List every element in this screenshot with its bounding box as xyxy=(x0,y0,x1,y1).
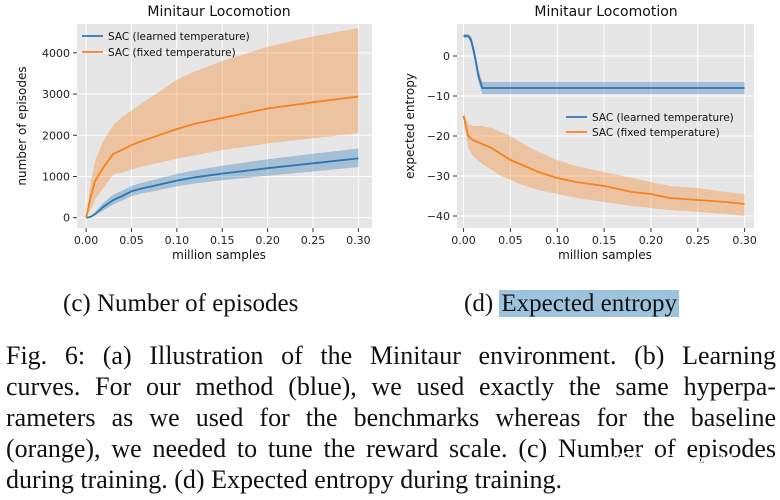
figure-caption: Fig. 6: (a) Illustration of the Minitaur… xyxy=(6,340,776,495)
series-lines xyxy=(462,35,745,205)
plot-area xyxy=(457,24,754,228)
y-tick-label: 0 xyxy=(63,212,70,225)
x-tick-label: 0.05 xyxy=(498,234,523,247)
caption-line: during training. (d) Expected entropy du… xyxy=(6,465,562,494)
x-tick-label: 0.15 xyxy=(592,234,617,247)
y-tick-label: −20 xyxy=(427,130,450,143)
legend-label-learned: SAC (learned temperature) xyxy=(592,112,734,124)
caption-line: rameters as we used for the benchmarks w… xyxy=(6,403,776,432)
x-axis-label: million samples xyxy=(172,248,266,262)
chart-title: Minitaur Locomotion xyxy=(147,4,290,20)
x-tick-label: 0.10 xyxy=(165,234,190,247)
legend: SAC (learned temperature) SAC (fixed tem… xyxy=(82,31,250,59)
y-tick-label: 2000 xyxy=(42,129,70,142)
y-tick-label: −40 xyxy=(427,210,450,223)
legend-label-learned: SAC (learned temperature) xyxy=(108,31,250,43)
y-tick-label: −30 xyxy=(427,170,450,183)
band-orange xyxy=(86,28,359,218)
x-ticks: 0.00 0.05 0.10 0.15 0.20 0.25 0.30 xyxy=(74,228,371,247)
y-axis-label: expected entropy xyxy=(403,73,417,179)
subcaption-c: (c) Number of episodes xyxy=(63,290,299,317)
x-tick-label: 0.10 xyxy=(545,234,570,247)
legend-label-fixed: SAC (fixed temperature) xyxy=(108,47,236,59)
y-ticks: 0 −10 −20 −30 −40 xyxy=(427,50,457,223)
chart-entropy: Minitaur Locomotion 0.00 0.05 0.10 0.15 0.20… xyxy=(403,4,757,262)
x-tick-label: 0.05 xyxy=(119,234,144,247)
x-axis-label: million samples xyxy=(558,248,652,262)
band-orange xyxy=(463,112,745,216)
y-tick-label: 4000 xyxy=(42,47,70,60)
gridlines xyxy=(77,24,372,228)
watermark: 知乎 @2ez4U xyxy=(612,450,744,472)
x-tick-label: 0.30 xyxy=(346,234,371,247)
subcaption-d-prefix: (d) xyxy=(464,290,500,317)
x-tick-label: 0.30 xyxy=(732,234,757,247)
x-tick-label: 0.00 xyxy=(451,234,476,247)
subcaption-d: (d) Expected entropy xyxy=(464,290,680,318)
x-ticks: 0.00 0.05 0.10 0.15 0.20 0.25 0.30 xyxy=(451,228,757,247)
caption-line: Fig. 6: (a) Illustration of the Minitaur… xyxy=(6,341,776,370)
x-tick-label: 0.20 xyxy=(255,234,280,247)
y-tick-label: 3000 xyxy=(42,88,70,101)
x-tick-label: 0.25 xyxy=(686,234,711,247)
caption-line: curves. For our method (blue), we used e… xyxy=(6,372,776,401)
x-tick-label: 0.25 xyxy=(301,234,326,247)
y-ticks: 0 1000 2000 3000 4000 xyxy=(42,47,77,225)
series-line-blue xyxy=(463,35,745,89)
x-tick-label: 0.15 xyxy=(210,234,235,247)
y-axis-label: number of episodes xyxy=(15,66,29,185)
chart-title: Minitaur Locomotion xyxy=(534,4,677,20)
x-tick-label: 0.20 xyxy=(639,234,664,247)
x-tick-label: 0.00 xyxy=(74,234,99,247)
series-line-orange xyxy=(85,95,359,218)
gridlines xyxy=(457,24,754,228)
figure-plots: Minitaur Locomotion 0.00 0.05 0.10 0.15 0.20… xyxy=(15,4,757,262)
legend-label-fixed: SAC (fixed temperature) xyxy=(592,127,720,139)
y-tick-label: −10 xyxy=(427,90,450,103)
caption-line: (orange), we needed to tune the reward s… xyxy=(6,434,776,463)
y-tick-label: 1000 xyxy=(42,170,70,183)
series-line-orange xyxy=(462,115,745,205)
subcaption-d-highlight: Expected entropy xyxy=(499,290,680,317)
y-tick-label: 0 xyxy=(443,50,450,63)
chart-episodes: Minitaur Locomotion 0.00 0.05 0.10 0.15 0.20… xyxy=(15,4,372,262)
legend: SAC (learned temperature) SAC (fixed tem… xyxy=(566,112,734,139)
series-lines xyxy=(85,95,359,219)
series-line-blue xyxy=(85,157,359,219)
